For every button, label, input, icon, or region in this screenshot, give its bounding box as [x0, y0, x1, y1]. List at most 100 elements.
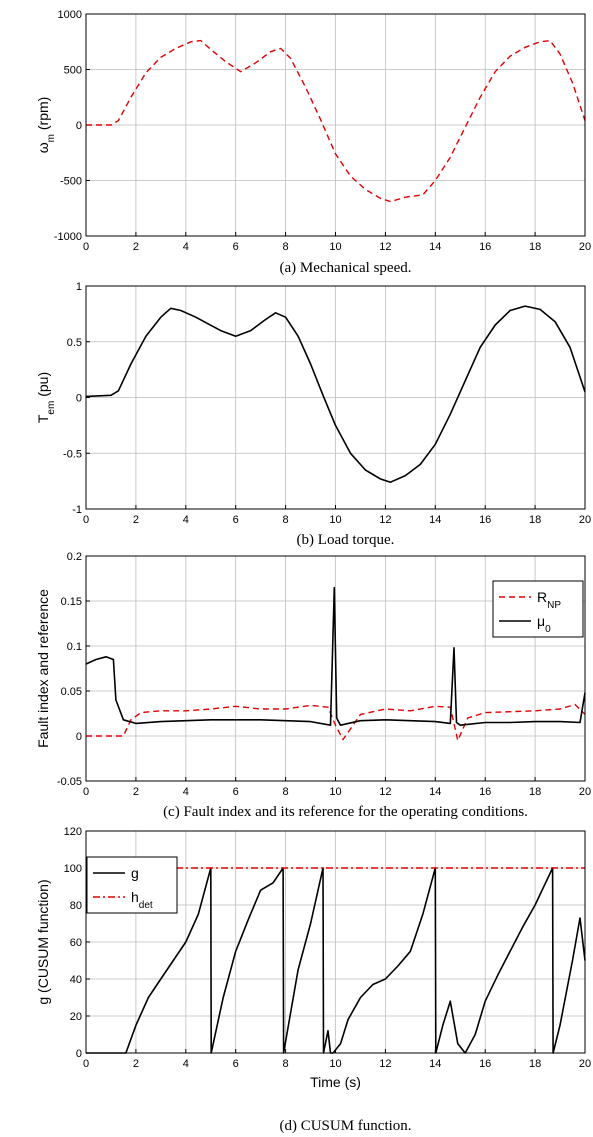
- tick-label-y: 1: [76, 281, 82, 293]
- tick-label-y: 0.05: [61, 686, 82, 698]
- tick-label-x: 10: [329, 786, 341, 798]
- tick-label-y: 500: [64, 65, 82, 77]
- tick-label-x: 16: [479, 514, 491, 526]
- panel-0: 0 2 4 6 8 10 12 14 16 18 20 -1000 -500 0 500 1000 ωm (rp…: [35, 9, 591, 276]
- legend-label: RNP: [537, 589, 561, 611]
- y-axis-label: g (CUSUM function): [35, 879, 51, 1004]
- y-axis-label-main: Fault index and reference: [35, 589, 51, 748]
- tick-label-x: 2: [133, 241, 139, 253]
- tick-label-x: 12: [379, 241, 391, 253]
- tick-label-y: 0.2: [67, 551, 82, 563]
- tick-label-x: 14: [429, 1058, 441, 1070]
- axes-frame: [85, 13, 586, 237]
- tick-label-y: 60: [70, 937, 82, 949]
- tick-label-x: 10: [329, 514, 341, 526]
- tick-label-x: 20: [579, 514, 591, 526]
- legend-label: μ0: [537, 613, 551, 635]
- tick-label-x: 0: [83, 514, 89, 526]
- tick-label-x: 20: [579, 1058, 591, 1070]
- tick-label-x: 4: [183, 786, 189, 798]
- series-line-μ: [85, 586, 586, 727]
- tick-label-x: 10: [329, 241, 341, 253]
- panel-3: 0 2 4 6 8 10 12 14 16 18 20 0 20 40 60 80 100 120 g (CUSUM…: [35, 826, 591, 1134]
- tick-label-y: -1: [72, 504, 82, 516]
- tick-label-y: -500: [60, 176, 82, 188]
- series-line-g: [86, 867, 586, 1054]
- legend-label-main: g: [131, 865, 139, 881]
- axes-frame: [85, 830, 586, 1054]
- tick-label-x: 18: [529, 786, 541, 798]
- series-line-s0: [85, 305, 586, 484]
- legend-label-sub: 0: [545, 624, 551, 635]
- legend: g hdet: [86, 856, 178, 914]
- tick-label-x: 6: [233, 514, 239, 526]
- tick-label-x: 14: [429, 241, 441, 253]
- tick-label-y: 0: [76, 393, 82, 405]
- tick-label-y: -0.05: [57, 776, 82, 788]
- tick-label-x: 0: [83, 241, 89, 253]
- tick-label-x: 18: [529, 1058, 541, 1070]
- tick-label-x: 18: [529, 241, 541, 253]
- y-axis-label-main: ω: [35, 142, 51, 153]
- tick-label-x: 14: [429, 514, 441, 526]
- axes-frame: [85, 285, 586, 510]
- tick-label-y: 100: [64, 863, 82, 875]
- tick-label-y: -1000: [54, 231, 82, 243]
- tick-label-x: 20: [579, 241, 591, 253]
- tick-label-x: 10: [329, 1058, 341, 1070]
- tick-label-x: 16: [479, 241, 491, 253]
- y-axis-label: Fault index and reference: [35, 589, 51, 748]
- tick-label-x: 18: [529, 514, 541, 526]
- tick-label-y: 0: [76, 1048, 82, 1060]
- tick-label-y: 0: [76, 120, 82, 132]
- tick-label-y: 0.15: [61, 596, 82, 608]
- panel-1: 0 2 4 6 8 10 12 14 16 18 20 -1 -0.5 0 0.5 1 Tem (pu) (b) …: [35, 281, 591, 548]
- legend-label-main: R: [537, 589, 547, 605]
- legend-box: [492, 580, 584, 638]
- caption: (c) Fault index and its reference for th…: [163, 804, 528, 820]
- y-axis-label-sub: m: [46, 134, 57, 142]
- legend-box: [86, 856, 178, 914]
- tick-label-x: 20: [579, 786, 591, 798]
- tick-label-x: 6: [233, 1058, 239, 1070]
- tick-label-x: 4: [183, 241, 189, 253]
- tick-label-x: 14: [429, 786, 441, 798]
- y-axis-label-main: T: [35, 414, 51, 423]
- tick-label-x: 8: [283, 1058, 289, 1070]
- tick-label-y: 80: [70, 900, 82, 912]
- tick-label-x: 16: [479, 1058, 491, 1070]
- tick-label-x: 12: [379, 786, 391, 798]
- x-axis-label: Time (s): [310, 1074, 361, 1090]
- tick-label-x: 6: [233, 241, 239, 253]
- legend-label: hdet: [131, 889, 153, 911]
- tick-label-y: 0.1: [67, 641, 82, 653]
- legend-label-sub: NP: [547, 600, 561, 611]
- legend-label-main: h: [131, 889, 139, 905]
- tick-label-x: 0: [83, 1058, 89, 1070]
- tick-label-x: 12: [379, 514, 391, 526]
- tick-label-y: 0.5: [67, 337, 82, 349]
- series-line-s0: [86, 39, 586, 203]
- tick-label-y: 1000: [58, 9, 82, 21]
- tick-label-x: 2: [133, 786, 139, 798]
- y-axis-label-tail: (rpm): [35, 97, 51, 134]
- tick-label-x: 8: [283, 514, 289, 526]
- tick-label-x: 6: [233, 786, 239, 798]
- legend-label: g: [131, 865, 139, 881]
- tick-label-y: 40: [70, 974, 82, 986]
- tick-label-x: 0: [83, 786, 89, 798]
- tick-label-x: 4: [183, 1058, 189, 1070]
- tick-label-x: 4: [183, 514, 189, 526]
- tick-label-y: 0: [76, 731, 82, 743]
- y-axis-label: ωm (rpm): [35, 97, 57, 154]
- y-axis-label-tail: (pu): [35, 372, 51, 401]
- series-line-R: [86, 703, 586, 742]
- tick-label-x: 8: [283, 241, 289, 253]
- tick-label-x: 8: [283, 786, 289, 798]
- y-axis-label-sub: em: [46, 401, 57, 415]
- tick-label-y: 120: [64, 826, 82, 838]
- caption: (a) Mechanical speed.: [279, 260, 411, 276]
- caption: (d) CUSUM function.: [279, 1118, 411, 1134]
